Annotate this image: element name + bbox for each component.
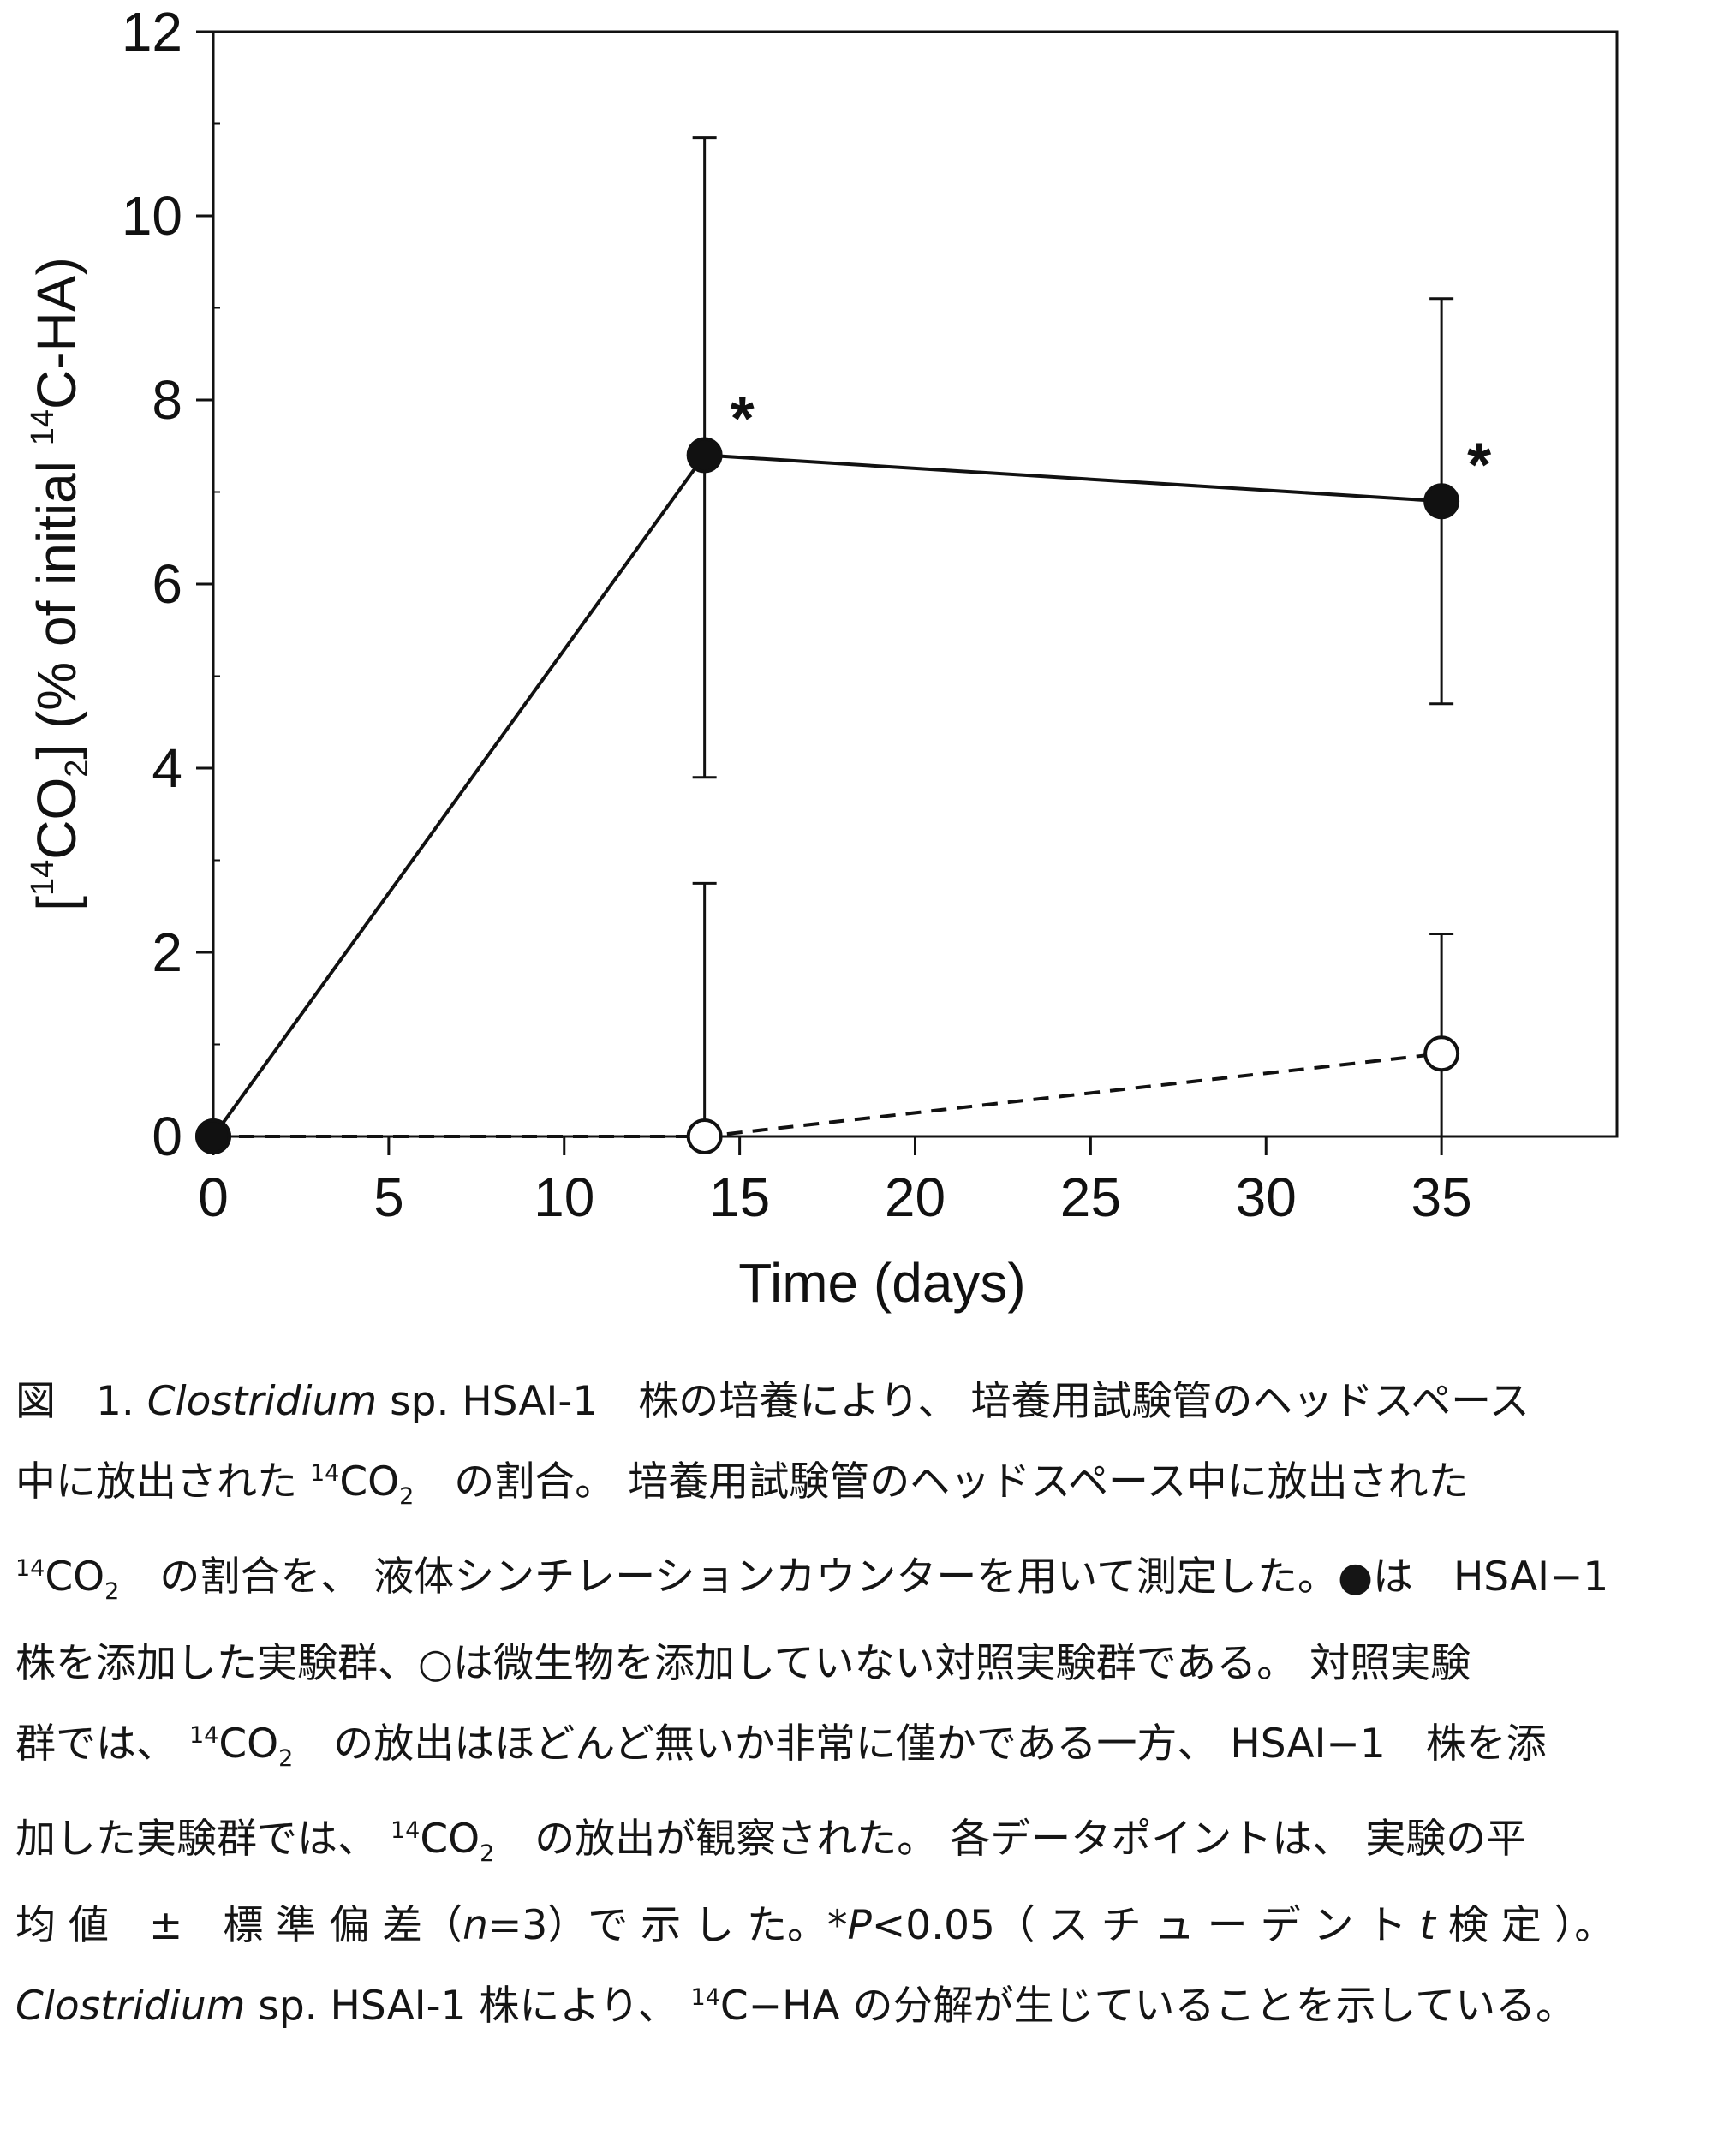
caption-subscript: 2 (480, 1840, 495, 1867)
caption-line-8: Clostridium sp. HSAI-1 株により、 14C−HA の分解が… (15, 1962, 1724, 2043)
caption-text: CO (339, 1458, 400, 1506)
caption-text: 加した実験群では、 (15, 1816, 391, 1863)
y-label-sub: 2 (59, 760, 95, 778)
y-tick-label: 0 (152, 1106, 182, 1167)
y-tick-label: 12 (122, 1, 182, 63)
y-label-mid: ] (% of initial (26, 445, 87, 759)
y-tick-label: 4 (152, 737, 182, 799)
caption-line-6: 加した実験群では、 14CO2 の放出が観察された。 各データポイントは、 実験… (15, 1795, 1724, 1890)
hsai1-data-point (1423, 483, 1460, 520)
x-tick-label: 35 (1411, 1166, 1472, 1228)
caption-text: 均 値 ± 標 準 偏 差（ (15, 1902, 463, 1949)
caption-text: sp. HSAI-1 株の培養により、 培養用試験管のヘッドスペース (377, 1378, 1530, 1425)
caption-text: の放出が観察された。 各データポイントは、 実験の平 (494, 1816, 1527, 1863)
significance-marker: * (1467, 431, 1491, 499)
y-axis-label: [14CO2] (% of initial 14C-HA) (25, 257, 95, 911)
figure-caption: 図 1. Clostridium sp. HSAI-1 株の培養により、 培養用… (15, 1366, 1724, 2043)
caption-subscript: 2 (278, 1745, 294, 1772)
y-tick-label: 8 (152, 369, 182, 431)
x-tick-label: 30 (1236, 1166, 1297, 1228)
caption-superscript: 14 (188, 1722, 219, 1749)
caption-italic: Clostridium (15, 1983, 246, 2030)
caption-line-2: 中に放出された 14CO2 の割合。 培養用試験管のヘッドスペース中に放出された (15, 1438, 1724, 1533)
caption-text: の割合を、 液体シンチレーションカウンターを用いて測定した。●は HSAI−1 (119, 1554, 1609, 1601)
caption-text: の割合。 培養用試験管のヘッドスペース中に放出された (414, 1458, 1469, 1506)
caption-superscript: 14 (690, 1984, 720, 2011)
series-layer: ** (195, 136, 1491, 1154)
caption-line-3: 14CO2 の割合を、 液体シンチレーションカウンターを用いて測定した。●は H… (15, 1533, 1724, 1628)
y-tick-label: 2 (152, 921, 182, 983)
x-tick-label: 10 (534, 1166, 594, 1228)
caption-text: CO (45, 1554, 105, 1601)
significance-marker: * (731, 385, 755, 454)
y-label-open: [ (26, 896, 87, 911)
caption-text: sp. HSAI-1 株により、 (245, 1983, 691, 2030)
caption-line-5: 群では、 14CO2 の放出はほどんど無いか非常に僅かである一方、 HSAI−1… (15, 1700, 1724, 1795)
caption-italic: Clostridium (146, 1378, 378, 1425)
y-label-sup2: 14 (25, 409, 61, 445)
hsai1-series-line (212, 453, 1442, 1138)
hsai1-data-point (195, 1118, 231, 1154)
caption-subscript: 2 (399, 1483, 415, 1510)
y-label-sup1: 14 (25, 860, 61, 896)
y-tick-label: 10 (122, 185, 182, 247)
x-tick-label: 25 (1060, 1166, 1121, 1228)
y-label-co: CO (26, 778, 87, 860)
x-tick-label: 5 (373, 1166, 404, 1228)
caption-line-1: 図 1. Clostridium sp. HSAI-1 株の培養により、 培養用… (15, 1366, 1724, 1438)
y-label-tail: C-HA) (26, 257, 87, 409)
caption-superscript: 14 (309, 1460, 340, 1487)
caption-superscript: 14 (15, 1555, 45, 1582)
caption-line-7: 均 値 ± 標 準 偏 差（n=3）で 示 し た。*P<0.05（ ス チ ュ… (15, 1890, 1724, 1962)
caption-text: CO (218, 1721, 279, 1768)
control-series-line (213, 1052, 1442, 1138)
plot-frame (212, 30, 1619, 1138)
control-data-point (1423, 1035, 1460, 1072)
x-tick-label: 20 (885, 1166, 946, 1228)
caption-text: 検 定 ）。 (1435, 1902, 1615, 1949)
caption-text: 図 1. (15, 1378, 147, 1425)
caption-text: 中に放出された (15, 1458, 310, 1506)
caption-text: 群では、 (15, 1721, 189, 1768)
caption-subscript: 2 (104, 1578, 120, 1605)
caption-superscript: 14 (390, 1817, 421, 1844)
caption-italic: t (1419, 1902, 1435, 1949)
x-tick-label: 0 (198, 1166, 229, 1228)
caption-italic: P (847, 1902, 872, 1949)
caption-text: CO (420, 1816, 480, 1863)
caption-line-4: 株を添加した実験群、○は微生物を添加していない対照実験群である。 対照実験 (15, 1640, 1471, 1687)
caption-italic: n (462, 1902, 488, 1949)
caption-text: =3）で 示 し た。* (487, 1902, 848, 1949)
x-axis-label: Time (days) (738, 1252, 1025, 1314)
caption-text: C−HA の分解が生じていることを示している。 (719, 1983, 1577, 2030)
y-tick-label: 6 (152, 553, 182, 615)
hsai1-data-point (686, 437, 723, 474)
caption-text: の放出はほどんど無いか非常に僅かである一方、 HSAI−1 株を添 (293, 1721, 1547, 1768)
caption-text: <0.05（ ス チ ュ ー デ ン ト (871, 1902, 1420, 1949)
axes: 0 5 10 15 20 25 30 35 0 2 4 6 8 10 12 (122, 1, 1472, 1228)
x-tick-label: 15 (709, 1166, 770, 1228)
control-data-point (686, 1118, 723, 1154)
